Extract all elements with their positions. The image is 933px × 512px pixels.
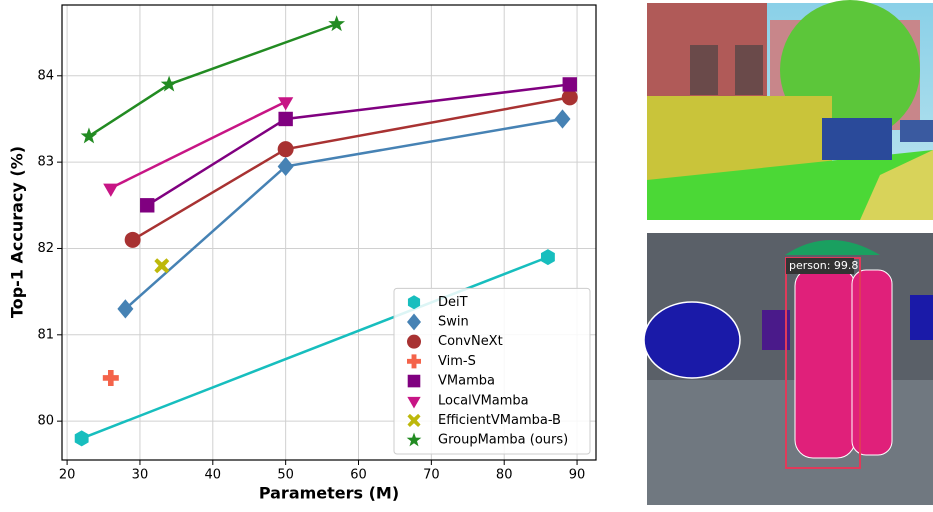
point-marker bbox=[75, 430, 89, 446]
legend-label: GroupMamba (ours) bbox=[438, 433, 568, 448]
legend-marker bbox=[407, 335, 421, 349]
x-tick-label: 90 bbox=[569, 468, 586, 483]
legend-label: ConvNeXt bbox=[438, 334, 503, 349]
point-marker bbox=[278, 157, 294, 176]
point-marker bbox=[103, 370, 119, 386]
y-tick-label: 81 bbox=[37, 327, 54, 342]
series-line bbox=[111, 102, 286, 188]
point-marker bbox=[541, 249, 555, 265]
point-marker bbox=[278, 141, 294, 157]
point-marker bbox=[140, 198, 154, 212]
y-tick-label: 80 bbox=[37, 414, 54, 429]
figure: 20 30 40 50 60 70 80 90 80 81 82 83 84 DeiT Swin ConvNe… bbox=[0, 0, 933, 508]
x-tick-label: 30 bbox=[132, 468, 149, 483]
y-tick-label: 84 bbox=[37, 68, 54, 83]
x-tick-label: 20 bbox=[59, 468, 76, 483]
y-axis-label: Top-1 Accuracy (%) bbox=[8, 146, 27, 318]
point-marker bbox=[154, 258, 169, 273]
point-marker bbox=[328, 15, 345, 31]
y-tick-label: 82 bbox=[37, 241, 54, 256]
legend-label: Vim-S bbox=[438, 354, 476, 369]
point-marker bbox=[81, 127, 98, 143]
detection-label: person: 99.8 bbox=[789, 259, 858, 272]
x-tick-label: 80 bbox=[496, 468, 513, 483]
legend-label: Swin bbox=[438, 314, 469, 329]
detection-photo: person: 99.8 bbox=[644, 233, 933, 505]
x-tick-label: 60 bbox=[350, 468, 367, 483]
x-axis-label: Parameters (M) bbox=[259, 484, 399, 503]
point-marker bbox=[562, 89, 578, 105]
x-tick-label: 50 bbox=[277, 468, 294, 483]
legend-label: VMamba bbox=[438, 374, 495, 389]
point-marker bbox=[103, 184, 118, 197]
point-marker bbox=[554, 109, 570, 128]
segmentation-photo bbox=[647, 0, 933, 220]
legend-marker bbox=[408, 375, 421, 388]
point-marker bbox=[117, 299, 133, 318]
legend-box bbox=[394, 288, 590, 454]
y-tick-label: 83 bbox=[37, 155, 54, 170]
legend-label: EfficientVMamba-B bbox=[438, 413, 561, 428]
legend-label: LocalVMamba bbox=[438, 393, 529, 408]
point-marker bbox=[278, 112, 292, 126]
plot: 20 30 40 50 60 70 80 90 80 81 82 83 84 DeiT Swin ConvNe… bbox=[37, 5, 596, 483]
point-marker bbox=[563, 77, 577, 91]
x-tick-label: 70 bbox=[423, 468, 440, 483]
x-tick-label: 40 bbox=[205, 468, 222, 483]
point-marker bbox=[125, 232, 141, 248]
legend-label: DeiT bbox=[438, 295, 468, 310]
